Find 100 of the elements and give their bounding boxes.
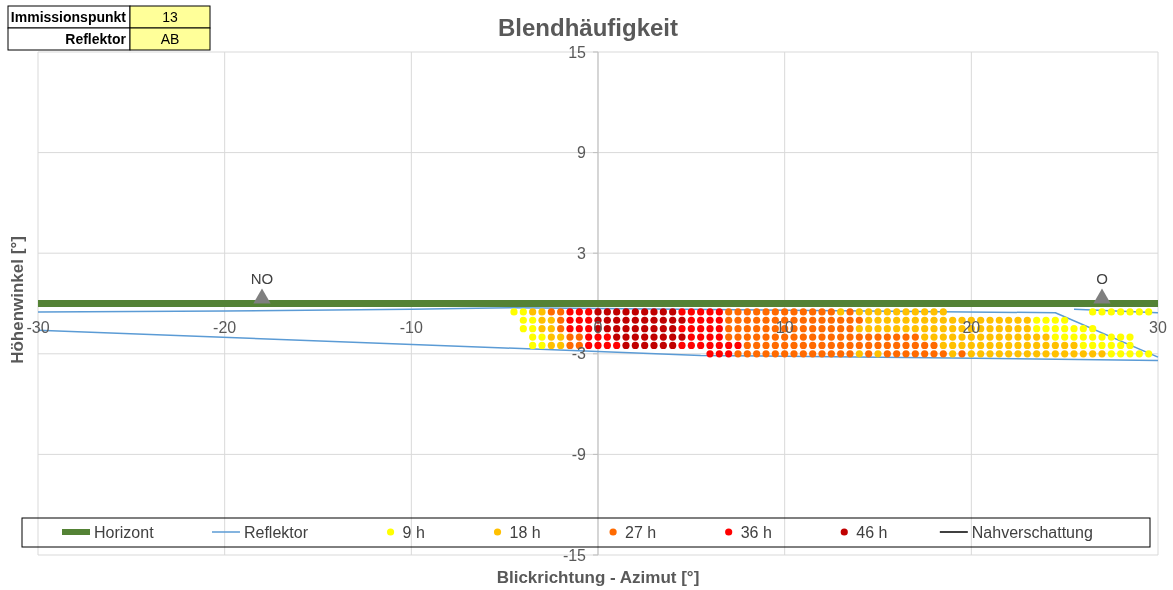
point (631, 333, 639, 341)
y-tick-label: -9 (571, 446, 587, 463)
legend-label: 18 h (509, 523, 541, 541)
point (529, 341, 537, 350)
point (659, 341, 667, 350)
point (650, 308, 658, 316)
point (631, 325, 639, 333)
point (734, 341, 742, 350)
point (613, 341, 621, 350)
point (613, 316, 621, 324)
point (1126, 308, 1134, 316)
point (706, 341, 714, 350)
point (1061, 333, 1069, 341)
point (603, 341, 611, 350)
point (613, 308, 621, 316)
point (697, 308, 705, 316)
point (575, 325, 583, 333)
point (678, 316, 686, 324)
point (641, 308, 649, 316)
point (1089, 333, 1097, 341)
point (585, 341, 593, 350)
x-tick-label: 20 (962, 318, 981, 336)
point (1098, 333, 1106, 341)
point (641, 316, 649, 324)
point (1098, 308, 1106, 316)
point (585, 308, 593, 316)
data-label: NO (250, 270, 274, 288)
point (641, 341, 649, 350)
legend-label: 9 h (402, 523, 425, 541)
x-tick-label: -10 (399, 318, 423, 336)
point (1079, 333, 1087, 341)
text: AB (160, 31, 180, 47)
point (613, 325, 621, 333)
point (669, 341, 677, 350)
point (697, 325, 705, 333)
point (687, 325, 695, 333)
point (678, 325, 686, 333)
point (1107, 308, 1115, 316)
point (1051, 325, 1059, 333)
point (1042, 316, 1050, 324)
point (1107, 333, 1115, 341)
legend-label: Nahverschattung (971, 523, 1093, 541)
point (725, 350, 733, 358)
point (622, 316, 630, 324)
point (1033, 316, 1041, 324)
point (697, 333, 705, 341)
point (650, 341, 658, 350)
point (706, 350, 714, 358)
point (566, 308, 574, 316)
point (603, 333, 611, 341)
point (622, 341, 630, 350)
point (622, 308, 630, 316)
point (631, 341, 639, 350)
point (659, 308, 667, 316)
point (669, 333, 677, 341)
point (594, 308, 602, 316)
point (631, 308, 639, 316)
point (1042, 325, 1050, 333)
point (622, 325, 630, 333)
text: Immissionspunkt (10, 9, 127, 25)
point (1135, 350, 1143, 358)
text: 13 (162, 9, 178, 25)
point (603, 308, 611, 316)
point (1117, 308, 1125, 316)
point (1061, 325, 1069, 333)
x-tick-label: 30 (1149, 318, 1167, 336)
point (529, 316, 537, 324)
point (1089, 308, 1097, 316)
point (697, 316, 705, 324)
point (519, 316, 527, 324)
point (659, 333, 667, 341)
point (613, 333, 621, 341)
point (1051, 316, 1059, 324)
point (575, 316, 583, 324)
legend-label: Reflektor (243, 523, 309, 541)
point (715, 325, 723, 333)
point (594, 341, 602, 350)
point (687, 341, 695, 350)
point (1079, 325, 1087, 333)
point (678, 341, 686, 350)
point (659, 325, 667, 333)
x-tick-label: -20 (213, 318, 237, 336)
point (631, 316, 639, 324)
point (1070, 333, 1078, 341)
point (725, 341, 733, 350)
point (650, 325, 658, 333)
point (603, 316, 611, 324)
point (697, 341, 705, 350)
point (1117, 341, 1125, 350)
y-tick-label: 15 (568, 43, 587, 61)
point (715, 316, 723, 324)
point (669, 325, 677, 333)
point (585, 316, 593, 324)
point (650, 333, 658, 341)
point (687, 333, 695, 341)
point (1070, 325, 1078, 333)
x-tick-label: -30 (26, 318, 50, 336)
x-axis-title: Blickrichtung - Azimut [°] (496, 568, 700, 587)
point (1051, 333, 1059, 341)
legend-label: 36 h (740, 523, 772, 541)
